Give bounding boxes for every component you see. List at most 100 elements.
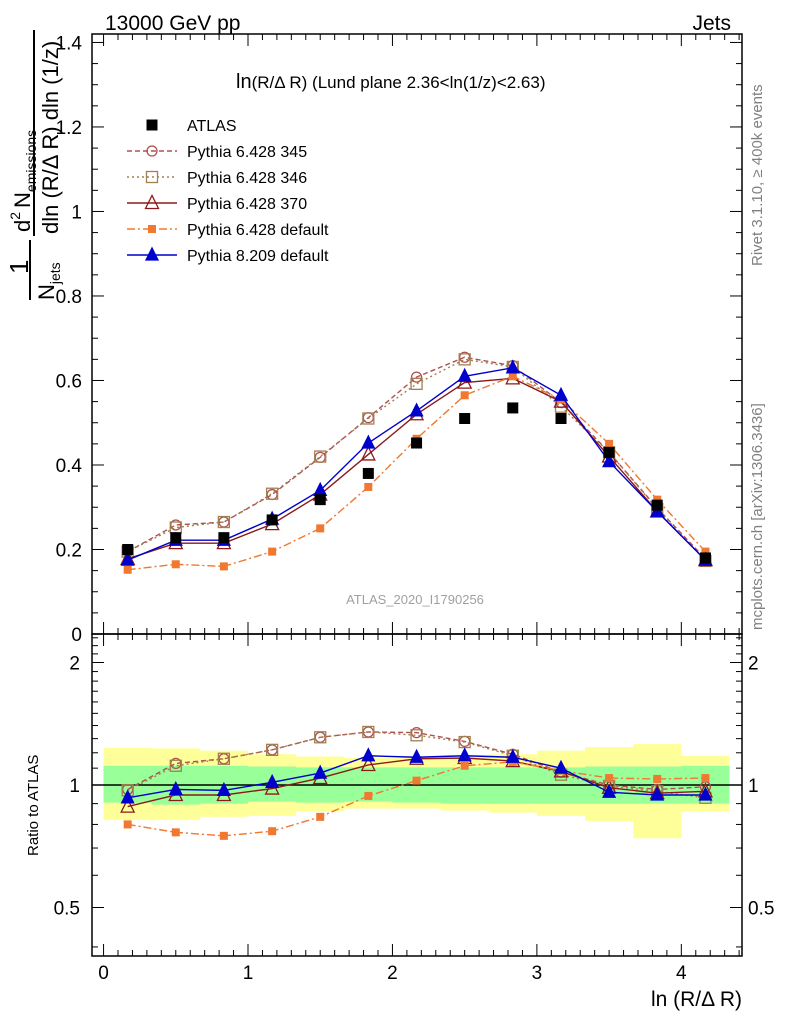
- data-point-marker: [120, 797, 136, 813]
- data-point-marker: [364, 482, 373, 491]
- ratio-frame: [91, 633, 743, 957]
- data-point-marker: [651, 499, 663, 511]
- legend-label-p346: Pythia 6.428 346: [187, 170, 307, 187]
- data-point-marker: [314, 450, 327, 463]
- data-point-marker: [553, 759, 569, 774]
- data-point-marker: [553, 386, 569, 401]
- legend-item-p345: Pythia 6.428 345: [127, 144, 307, 161]
- data-point-marker: [409, 748, 424, 763]
- plot-title: ln(R/Δ R) (Lund plane 2.36<ln(1/z)<2.63): [236, 71, 546, 93]
- data-point-marker: [314, 494, 326, 506]
- data-point-marker: [605, 439, 614, 448]
- data-point-marker: [360, 756, 376, 772]
- data-point-marker: [505, 748, 520, 763]
- watermark: ATLAS_2020_I1790256: [346, 592, 484, 607]
- data-point-marker: [410, 371, 423, 383]
- data-point-marker: [555, 413, 567, 425]
- data-point-marker: [699, 552, 711, 564]
- data-point-marker: [698, 786, 713, 801]
- legend-item-p370: Pythia 6.428 370: [127, 194, 307, 213]
- data-point-marker: [219, 831, 228, 840]
- y-tick-label-main: 0.8: [56, 287, 82, 308]
- legend-label-p8def: Pythia 8.209 default: [187, 248, 329, 265]
- main-y-label: 1 Njets d2Nemissions dln (R/Δ R) dln (1/…: [4, 30, 63, 300]
- title-paren: (R/Δ R): [252, 73, 308, 92]
- series-atlas: [122, 402, 711, 564]
- series-p345: [122, 351, 712, 565]
- ratio-series-p8def: [120, 747, 713, 804]
- legend-label-p370: Pythia 6.428 370: [187, 196, 307, 213]
- ylabel-njets: Njets: [34, 262, 63, 300]
- data-point-marker: [168, 781, 183, 796]
- mcplots-label: mcplots.cern.ch [arXiv:1306.3436]: [749, 403, 766, 630]
- y-tick-label-main: 0.2: [56, 540, 82, 561]
- data-point-marker: [265, 773, 280, 789]
- data-point-marker: [266, 514, 278, 526]
- data-point-marker: [653, 774, 662, 783]
- ylabel-one: 1: [4, 260, 34, 274]
- data-point-marker: [217, 752, 231, 765]
- ratio-y-label: Ratio to ATLAS: [25, 755, 42, 856]
- legend-item-p346: Pythia 6.428 346: [127, 170, 307, 187]
- data-point-marker: [216, 781, 231, 797]
- data-point-marker: [361, 434, 376, 449]
- series-p8def: [120, 359, 713, 566]
- data-point-marker: [265, 743, 279, 757]
- beam-label: 13000 GeV pp: [105, 12, 240, 35]
- data-point-marker: [120, 789, 135, 804]
- data-point-marker: [410, 377, 423, 391]
- data-point-marker: [219, 562, 228, 571]
- data-point-marker: [603, 446, 615, 458]
- data-point-marker: [314, 731, 327, 744]
- data-point-marker: [362, 467, 374, 479]
- data-point-marker: [146, 145, 158, 157]
- data-point-marker: [146, 119, 158, 131]
- data-point-marker: [218, 532, 230, 544]
- y-tick-label-main: 1: [71, 202, 82, 223]
- data-point-marker: [457, 367, 472, 382]
- legend-item-p8def: Pythia 8.209 default: [127, 246, 329, 265]
- legend-label-p345: Pythia 6.428 345: [187, 144, 307, 161]
- legend-label-p6def: Pythia 6.428 default: [187, 222, 329, 239]
- series-line-p345: [127, 356, 706, 560]
- data-point-marker: [266, 488, 278, 501]
- data-point-marker: [458, 353, 471, 366]
- data-point-marker: [362, 412, 375, 425]
- data-point-marker: [412, 776, 421, 785]
- x-tick-label: 3: [532, 963, 543, 984]
- data-point-marker: [701, 774, 710, 783]
- y-tick-label-main: 1.4: [56, 33, 83, 54]
- data-point-marker: [268, 547, 277, 556]
- ylabel-denominator: dln (R/Δ R) dln (1/z): [38, 41, 63, 234]
- data-point-marker: [265, 487, 279, 500]
- y-tick-label-ratio-right: 0.5: [748, 898, 774, 919]
- y-tick-label-main: 0: [71, 625, 82, 646]
- legend-item-p6def: Pythia 6.428 default: [127, 222, 329, 239]
- data-point-marker: [313, 481, 328, 496]
- data-point-marker: [144, 194, 160, 210]
- data-point-marker: [120, 551, 135, 566]
- title-rest: (Lund plane 2.36<ln(1/z)<2.63): [307, 73, 545, 92]
- x-tick-label: 0: [98, 963, 109, 984]
- data-point-marker: [460, 761, 469, 770]
- data-point-marker: [316, 524, 325, 533]
- data-point-marker: [508, 372, 517, 381]
- data-point-marker: [313, 764, 328, 779]
- data-point-marker: [410, 729, 423, 742]
- data-point-marker: [170, 532, 182, 544]
- data-point-marker: [650, 786, 665, 801]
- data-point-marker: [411, 437, 423, 449]
- data-point-marker: [409, 402, 424, 417]
- data-point-marker: [507, 402, 519, 414]
- y-tick-label-ratio-left: 1: [69, 776, 80, 797]
- x-axis-label: ln (R/Δ R): [651, 988, 742, 1011]
- legend-label-atlas: ATLAS: [187, 118, 237, 135]
- x-tick-label: 1: [243, 963, 254, 984]
- data-point-marker: [360, 445, 376, 461]
- x-tick-label: 2: [387, 963, 398, 984]
- data-point-marker: [122, 543, 134, 555]
- data-point-marker: [362, 725, 375, 739]
- data-point-marker: [169, 759, 182, 772]
- data-point-marker: [602, 783, 617, 798]
